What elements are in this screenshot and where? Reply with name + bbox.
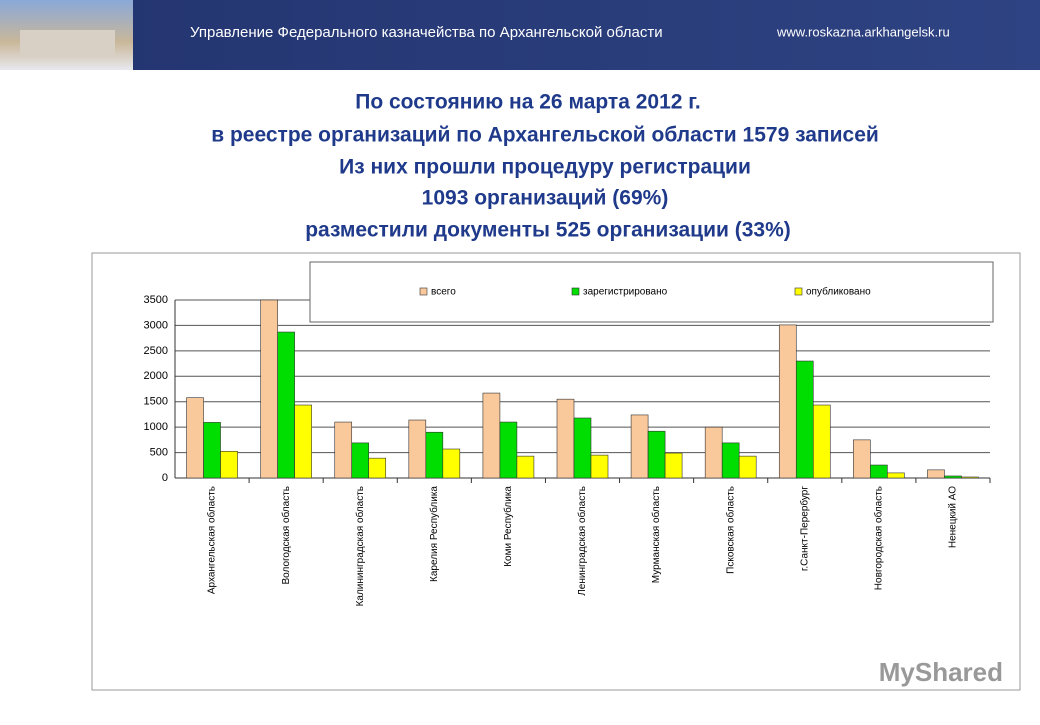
- y-tick-label: 3000: [144, 319, 168, 331]
- bar: [499, 421, 518, 479]
- x-tick-label: г.Санкт-Перербург: [798, 486, 810, 571]
- bar: [294, 404, 312, 479]
- watermark: MyShared: [879, 657, 1003, 687]
- bar: [704, 426, 723, 479]
- y-tick-label: 1500: [144, 396, 168, 408]
- legend-label: зарегистрировано: [583, 287, 668, 298]
- heading-line: разместили документы 525 организации (33…: [305, 219, 791, 242]
- y-tick-label: 3500: [144, 294, 168, 306]
- bar: [944, 475, 962, 479]
- x-tick-label: Вологодская область: [280, 486, 292, 585]
- bar: [260, 299, 278, 479]
- y-tick-label: 0: [162, 472, 168, 484]
- heading-line: 1093 организаций (69%): [422, 187, 669, 210]
- bar: [442, 448, 461, 479]
- bar: [961, 476, 979, 479]
- legend-swatch: [419, 287, 428, 296]
- x-tick-label: Карелия Республика: [428, 486, 440, 582]
- bar: [870, 464, 888, 479]
- x-tick-label: Ленинградская область: [576, 486, 588, 596]
- y-tick-label: 2500: [144, 345, 168, 357]
- heading-line: Из них прошли процедуру регистрации: [339, 156, 751, 179]
- heading-line: в реестре организаций по Архангельской о…: [211, 124, 879, 147]
- bar: [812, 404, 831, 479]
- y-tick-label: 1000: [144, 421, 168, 433]
- bar: [721, 442, 740, 479]
- bar: [853, 439, 871, 479]
- bar: [368, 457, 387, 479]
- y-tick-label: 500: [150, 446, 168, 458]
- bar: [334, 421, 353, 479]
- bar: [795, 360, 814, 479]
- bar: [556, 398, 575, 479]
- bar: [516, 455, 535, 479]
- bar: [573, 417, 592, 479]
- bar: [351, 442, 370, 479]
- bar: [277, 331, 295, 479]
- x-tick-label: Коми Республика: [502, 486, 514, 567]
- bar: [425, 431, 444, 479]
- bar: [590, 454, 609, 479]
- photo-building: [20, 30, 115, 55]
- header-url: www.roskazna.arkhangelsk.ru: [776, 24, 950, 39]
- legend-swatch: [794, 287, 803, 296]
- x-tick-label: Калининградская область: [354, 486, 366, 606]
- x-tick-label: Псковская область: [724, 486, 736, 574]
- x-tick-label: Ненецкий АО: [948, 486, 959, 548]
- legend-label: опубликовано: [806, 286, 871, 298]
- bar: [482, 392, 501, 479]
- bar: [664, 452, 683, 479]
- bar: [220, 450, 238, 479]
- bar: [778, 324, 797, 479]
- x-tick-label: Мурманская область: [650, 486, 662, 583]
- header-title: Управление Федерального казначейства по …: [190, 24, 663, 41]
- legend-swatch: [571, 287, 580, 296]
- heading-line: По состоянию на 26 марта 2012 г.: [355, 91, 701, 114]
- bar: [927, 469, 945, 479]
- bar: [647, 430, 666, 479]
- bar: [408, 419, 427, 479]
- y-tick-label: 2000: [144, 370, 168, 382]
- bar: [887, 472, 905, 479]
- bar: [203, 422, 221, 479]
- x-tick-label: Архангельская область: [206, 486, 218, 594]
- x-tick-label: Новгородская область: [873, 486, 885, 590]
- legend-label: всего: [431, 287, 456, 298]
- bar: [186, 397, 204, 479]
- header-band: [0, 0, 1040, 70]
- bar: [630, 414, 649, 479]
- bar: [738, 455, 757, 479]
